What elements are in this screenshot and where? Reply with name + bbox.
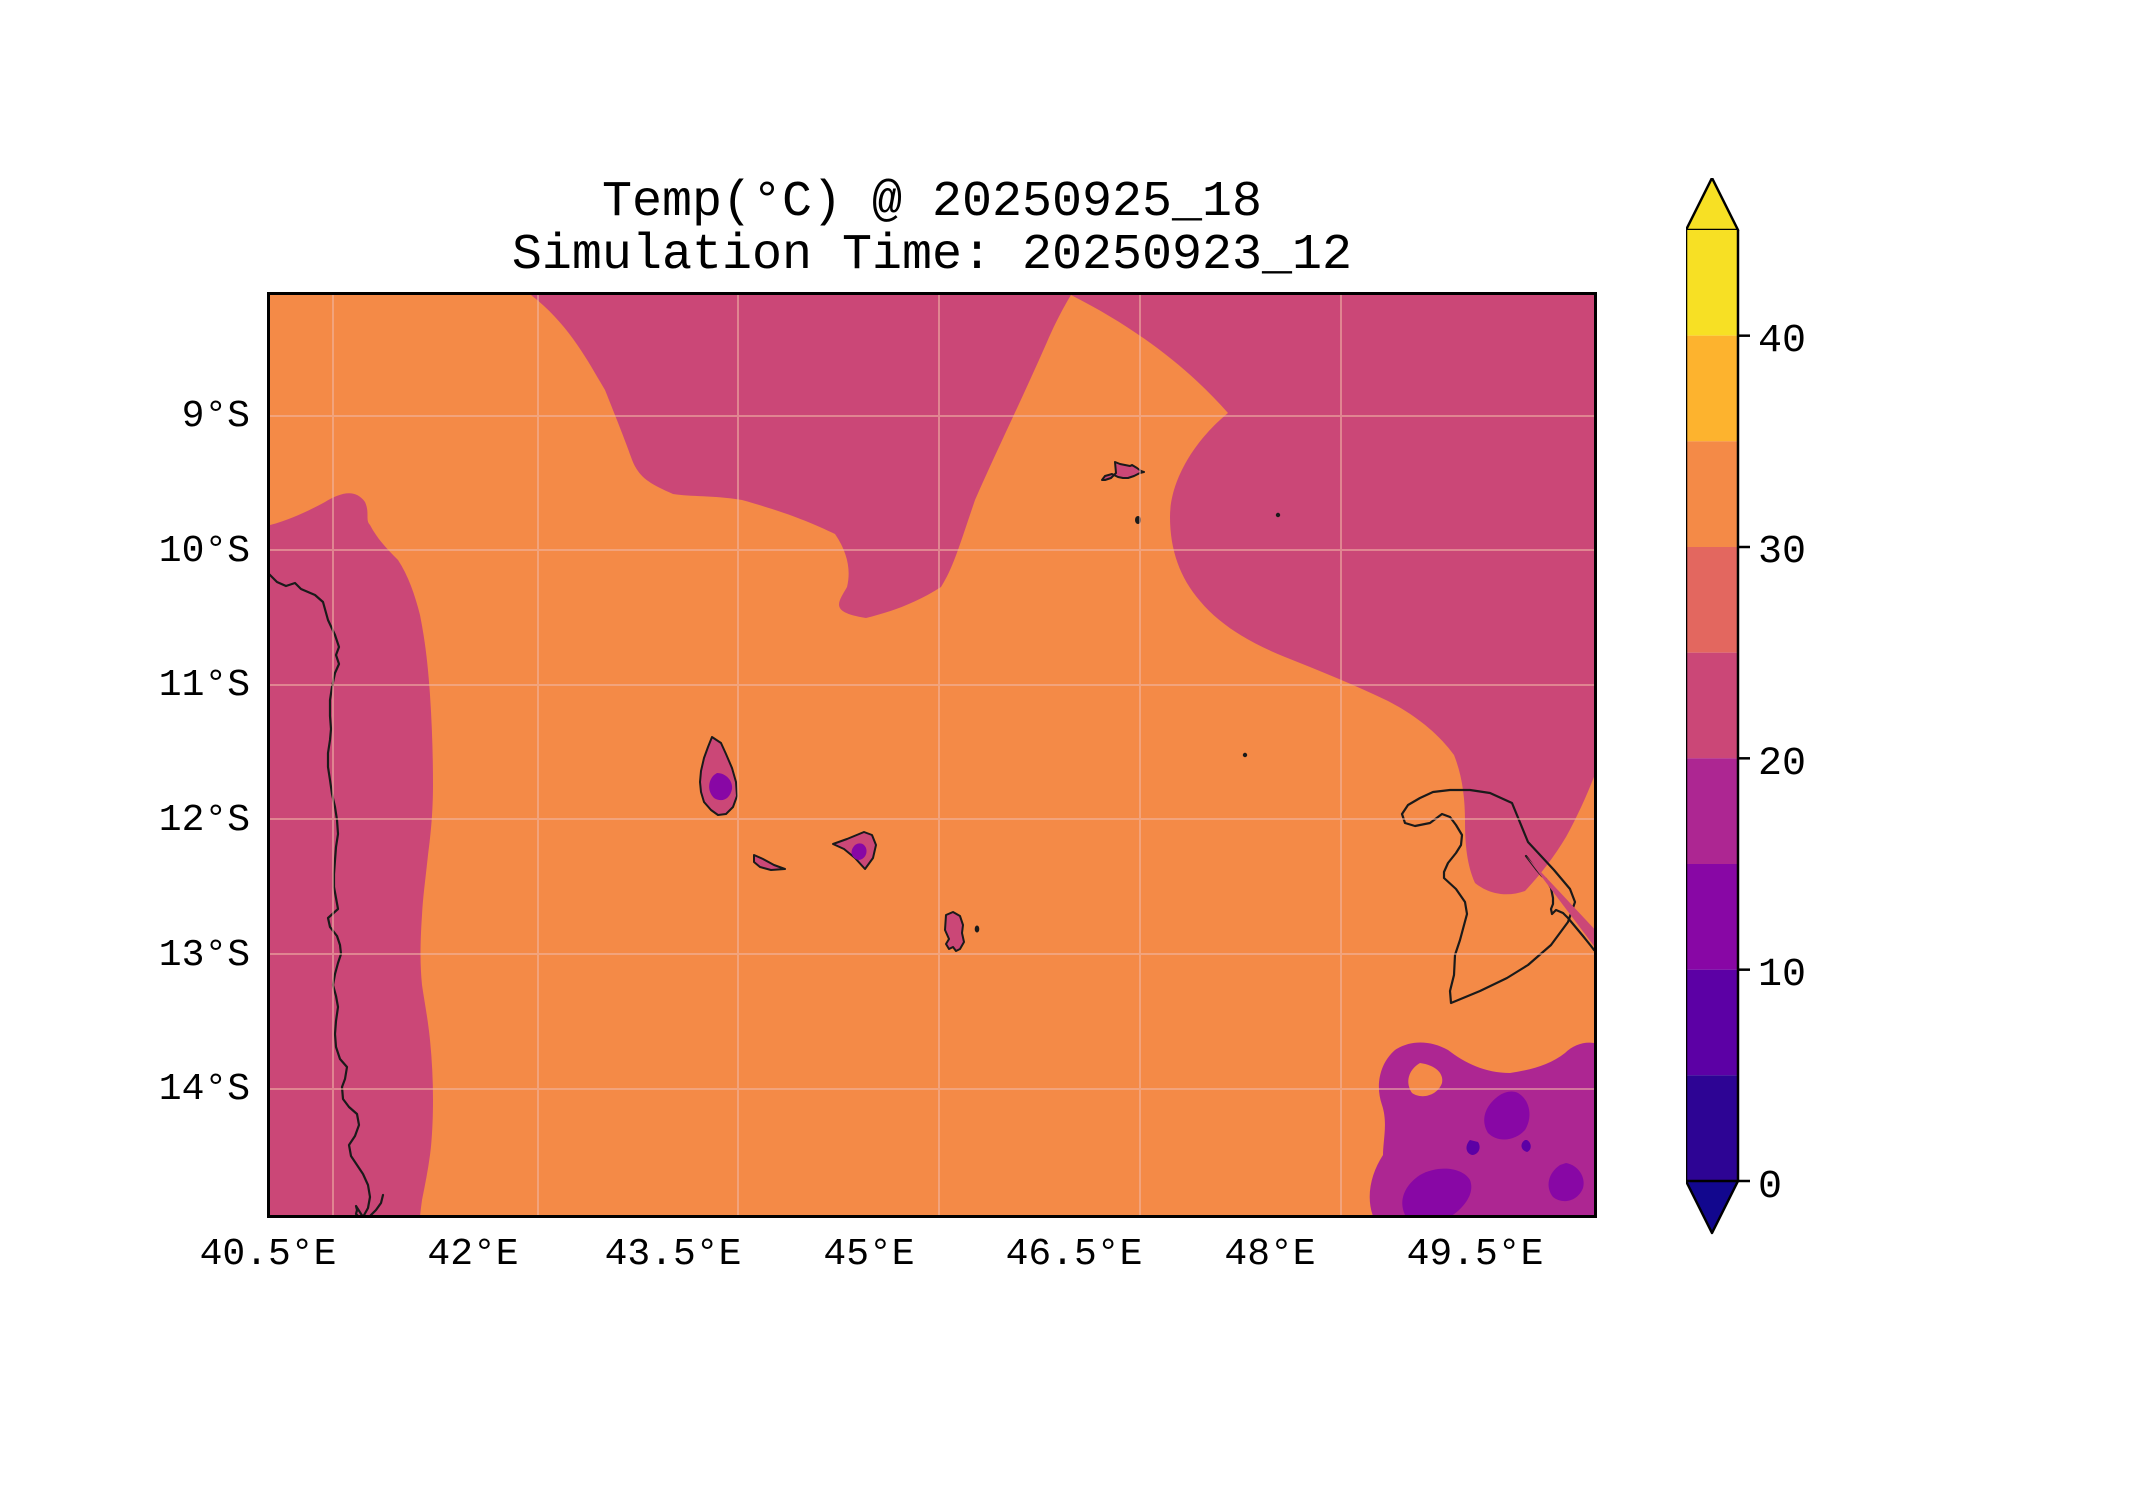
svg-text:30: 30: [1758, 530, 1806, 575]
svg-text:0: 0: [1758, 1165, 1782, 1210]
svg-text:20: 20: [1758, 742, 1806, 787]
svg-text:40: 40: [1758, 319, 1806, 364]
svg-text:10: 10: [1758, 953, 1806, 998]
